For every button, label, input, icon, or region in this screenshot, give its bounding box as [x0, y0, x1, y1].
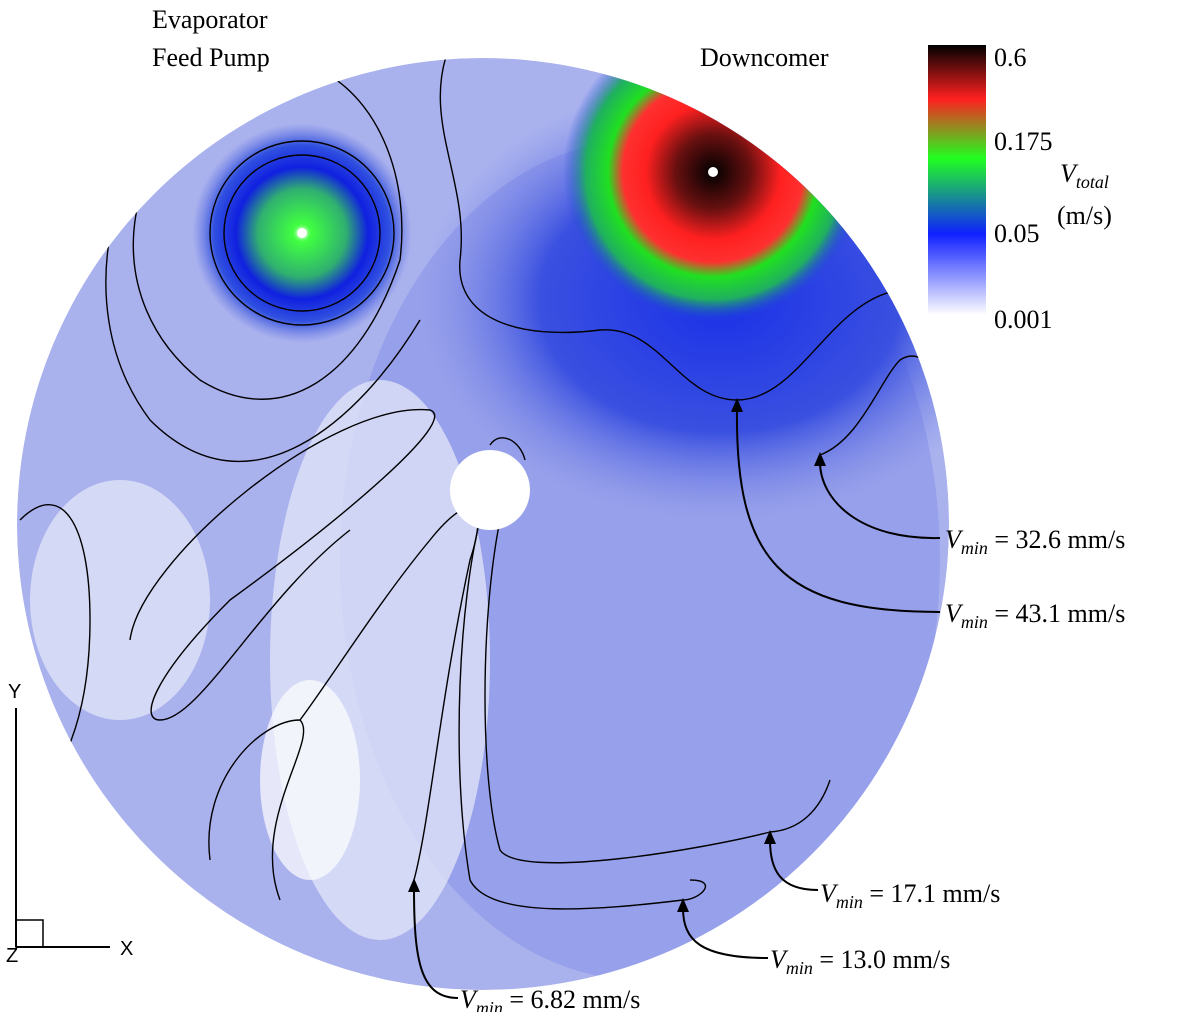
annotation-part: min: [836, 892, 863, 912]
colorbar-title: Vtotal: [1060, 159, 1109, 192]
annotation-part: min: [961, 612, 988, 632]
annotation: Vmin = 43.1 mm/s: [945, 599, 1125, 632]
annotation-part: V: [945, 599, 964, 628]
annotation: Vmin = 6.82 mm/s: [460, 985, 640, 1012]
annotation-part: min: [961, 538, 988, 558]
label: Downcomer: [700, 43, 829, 72]
label: Feed Pump: [152, 43, 270, 72]
annotation-part: min: [476, 998, 503, 1012]
annotation-part: = 6.82 mm/s: [503, 985, 640, 1012]
colorbar-tick: 0.6: [994, 43, 1027, 72]
colorbar-tick: 0.05: [994, 219, 1040, 248]
annotation-part: = 32.6 mm/s: [988, 525, 1125, 554]
colorbar: [928, 45, 986, 315]
annotation-part: V: [945, 525, 964, 554]
annotation-arrows: [408, 398, 941, 999]
axis-label: X: [120, 938, 133, 960]
colorbar-unit: (m/s): [1057, 201, 1112, 230]
colorbar-tick: 0.175: [994, 127, 1053, 156]
annotation-part: = 17.1 mm/s: [863, 879, 1000, 908]
annotation-part: V: [770, 945, 789, 974]
annotation: Vmin = 32.6 mm/s: [945, 525, 1125, 558]
annotation-part: = 13.0 mm/s: [813, 945, 950, 974]
axis-label: Y: [8, 681, 21, 703]
velocity-field: [17, 58, 949, 990]
center-hole: [450, 450, 530, 530]
annotation-part: V: [820, 879, 839, 908]
annotation: Vmin = 17.1 mm/s: [820, 879, 1000, 912]
label: Evaporator: [152, 5, 268, 34]
annotation-part: min: [786, 958, 813, 978]
colorbar-tick: 0.001: [994, 305, 1053, 334]
contour-lines: [19, 58, 949, 910]
annotation-part: = 43.1 mm/s: [988, 599, 1125, 628]
annotation-part: V: [460, 985, 479, 1012]
axis-triad: Y X Z: [6, 681, 133, 967]
annotation: Vmin = 13.0 mm/s: [770, 945, 950, 978]
axis-label: Z: [6, 945, 18, 967]
